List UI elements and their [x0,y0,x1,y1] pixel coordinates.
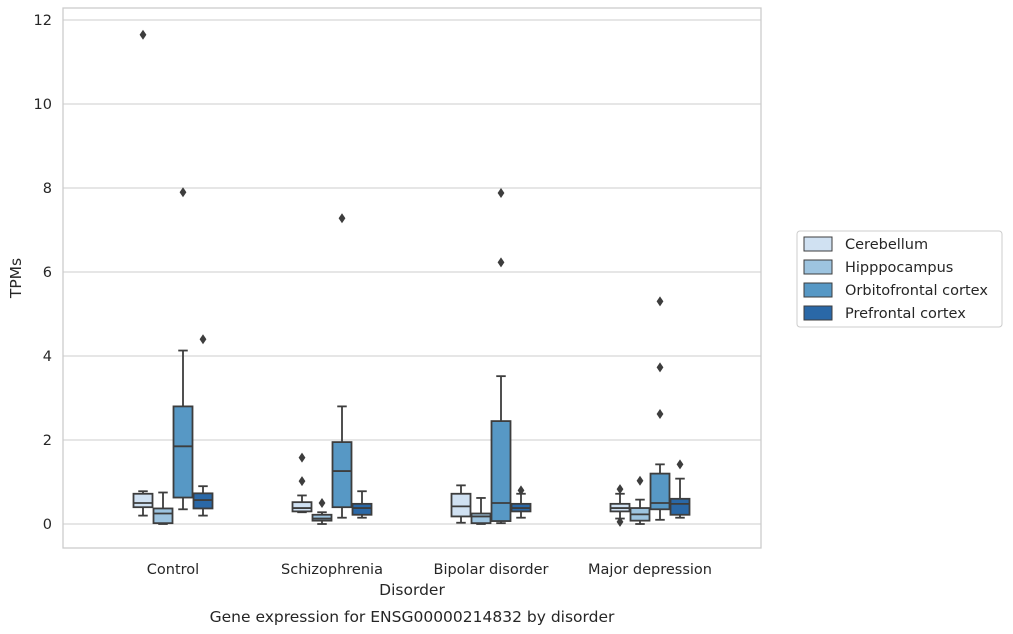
box-prefrontal-cortex [192,334,214,517]
y-axis-ticks: 0 2 4 6 8 10 12 [34,13,52,533]
x-tick-label: Schizophrenia [281,562,383,578]
legend-swatch [803,236,833,252]
legend-frame [796,230,1003,328]
box-iqr [172,405,194,499]
box-iqr [331,441,353,509]
outlier-point [656,296,664,307]
y-tick-label: 10 [34,97,52,113]
legend-label: Orbitofrontal cortex [845,283,988,299]
box-iqr [132,492,154,509]
x-tick-label: Control [147,562,199,578]
outlier-point [636,475,644,486]
outlier-point [656,362,664,373]
x-axis-ticks: Control Schizophrenia Bipolar disorder Majo… [147,562,712,578]
y-tick-label: 6 [43,265,52,281]
x-axis-label: Disorder [379,581,445,599]
plot-frame [62,7,762,549]
outlier-point [517,485,525,496]
outlier-point [139,29,147,40]
box-hipppocampus [311,498,333,525]
outlier-point [676,459,684,470]
box-orbitofrontal-cortex [490,188,512,525]
outlier-point [199,334,207,345]
outlier-point [616,516,624,527]
box-cerebellum [609,484,631,527]
outlier-point [497,188,505,199]
legend-swatch [803,282,833,298]
legend-label: Hipppocampus [845,260,953,276]
y-axis-label: TPMs [7,258,25,299]
y-tick-label: 8 [43,181,52,197]
y-tick-label: 12 [34,13,52,29]
box-orbitofrontal-cortex [649,296,671,521]
outlier-point [616,484,624,495]
box-prefrontal-cortex [669,459,691,519]
y-tick-label: 4 [43,349,52,365]
box-iqr [351,502,373,516]
box-iqr [291,501,313,513]
y-tick-label: 0 [43,517,52,533]
x-tick-label: Major depression [588,562,712,578]
outlier-point [318,498,326,508]
box-hipppocampus [152,491,174,525]
box-iqr [152,507,174,525]
x-tick-label: Bipolar disorder [434,562,549,578]
box-cerebellum [132,29,154,517]
box-iqr [450,492,472,518]
legend: Cerebellum Hipppocampus Orbitofrontal cort… [796,230,1003,328]
chart-caption: Gene expression for ENSG00000214832 by d… [210,608,615,626]
box-cerebellum [450,484,472,524]
legend-label: Prefrontal cortex [845,306,966,322]
legend-swatch [803,305,833,321]
outlier-point [179,187,187,198]
outlier-point [497,257,505,268]
outlier-point [298,476,306,487]
box-iqr [649,472,671,511]
box-hipppocampus [470,497,492,525]
box-orbitofrontal-cortex [331,213,353,519]
box-orbitofrontal-cortex [172,187,194,511]
box-iqr [490,420,512,522]
box-iqr [669,497,691,516]
box-cerebellum [291,452,313,514]
outlier-point [656,408,664,419]
box-iqr [470,512,492,525]
box-prefrontal-cortex [510,485,532,519]
plot-background [63,8,761,548]
box-prefrontal-cortex [351,490,373,519]
y-tick-label: 2 [43,433,52,449]
outlier-point [338,213,346,224]
legend-swatch [803,259,833,275]
legend-label: Cerebellum [845,237,928,253]
outlier-point [298,452,306,463]
box-plot-marks [132,29,691,527]
box-hipppocampus [629,475,651,525]
